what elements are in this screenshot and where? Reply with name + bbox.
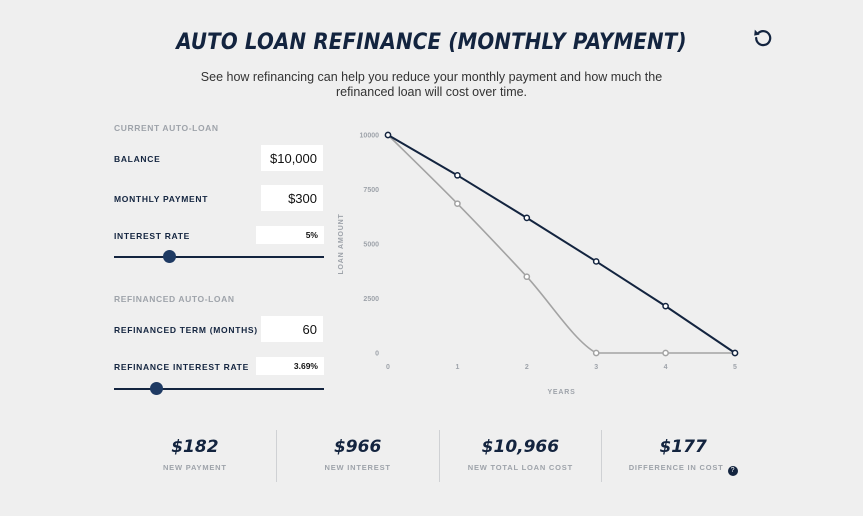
refinanced-term-input[interactable] xyxy=(261,316,323,342)
stat-value: $10,966 xyxy=(481,437,560,457)
x-tick-label: 5 xyxy=(733,364,737,371)
y-tick-label: 7500 xyxy=(363,187,379,194)
y-tick-label: 0 xyxy=(375,351,379,358)
y-tick-label: 2500 xyxy=(363,296,379,303)
x-tick-label: 4 xyxy=(664,364,668,371)
refinanced-loan-line xyxy=(387,134,735,354)
current-loan-point xyxy=(592,258,600,265)
stat-label: NEW PAYMENT xyxy=(162,463,227,472)
page-subtitle: See how refinancing can help you reduce … xyxy=(200,70,663,99)
reset-button[interactable] xyxy=(751,25,775,49)
stat-label: NEW TOTAL LOAN COST xyxy=(467,463,573,472)
refinanced-loan-point xyxy=(662,349,669,357)
stat-new-interest: $966 NEW INTEREST xyxy=(275,430,439,482)
refinanced-loan-section-label: REFINANCED AUTO-LOAN xyxy=(114,294,235,304)
refinanced-term-label: REFINANCED TERM (MONTHS) xyxy=(114,325,258,335)
x-axis-label: YEARS xyxy=(547,389,575,396)
loan-amount-chart: 0 2500 5000 7500 10000 0 1 2 3 4 5 YEARS LOAN AMOUNT xyxy=(338,131,739,396)
interest-rate-input[interactable] xyxy=(256,226,324,244)
x-tick-label: 0 xyxy=(386,364,390,371)
slider-track xyxy=(114,256,324,258)
current-loan-point xyxy=(731,349,739,357)
stat-value: $177 xyxy=(659,437,707,457)
monthly-payment-input[interactable] xyxy=(261,185,323,211)
current-loan-point xyxy=(384,131,392,139)
refinanced-loan-point xyxy=(592,349,600,357)
page-title: AUTO LOAN REFINANCE (MONTHLY PAYMENT) xyxy=(176,30,687,55)
interest-rate-slider[interactable] xyxy=(114,250,324,264)
x-tick-label: 1 xyxy=(455,364,459,371)
balance-label: BALANCE xyxy=(114,154,161,164)
refinance-rate-slider[interactable] xyxy=(114,382,324,396)
stat-new-payment: $182 NEW PAYMENT xyxy=(114,430,276,482)
slider-thumb[interactable] xyxy=(162,250,176,263)
rotate-ccw-icon xyxy=(754,29,772,47)
current-loan-point xyxy=(454,171,461,179)
refinanced-loan-point xyxy=(454,200,461,208)
current-loan-point xyxy=(523,214,531,222)
refinance-rate-label: REFINANCE INTEREST RATE xyxy=(114,362,249,372)
stat-value: $182 xyxy=(171,437,219,457)
help-icon[interactable]: ? xyxy=(727,466,738,476)
interest-rate-label: INTEREST RATE xyxy=(114,231,191,241)
balance-input[interactable] xyxy=(261,145,323,171)
summary-stats: $182 NEW PAYMENT $966 NEW INTEREST $10,9… xyxy=(114,430,764,482)
x-tick-label: 3 xyxy=(594,364,598,371)
slider-track xyxy=(114,388,324,390)
refinanced-loan-point xyxy=(523,273,531,281)
y-tick-label: 5000 xyxy=(363,242,379,249)
stat-new-total-loan-cost: $10,966 NEW TOTAL LOAN COST xyxy=(438,430,602,482)
current-loan-point xyxy=(662,302,669,310)
x-tick-label: 2 xyxy=(525,364,529,371)
y-tick-label: 10000 xyxy=(360,133,380,140)
y-axis-label: LOAN AMOUNT xyxy=(338,213,345,274)
stat-value: $966 xyxy=(333,437,382,457)
refinance-rate-input[interactable] xyxy=(256,357,324,375)
stat-label: DIFFERENCE IN COST xyxy=(628,463,724,472)
slider-thumb[interactable] xyxy=(150,382,163,395)
stat-label: NEW INTEREST xyxy=(324,463,391,472)
current-loan-section-label: CURRENT AUTO-LOAN xyxy=(114,123,219,133)
monthly-payment-label: MONTHLY PAYMENT xyxy=(114,194,209,204)
stat-difference-in-cost: $177 DIFFERENCE IN COST? xyxy=(601,430,764,482)
current-loan-line xyxy=(387,134,736,354)
